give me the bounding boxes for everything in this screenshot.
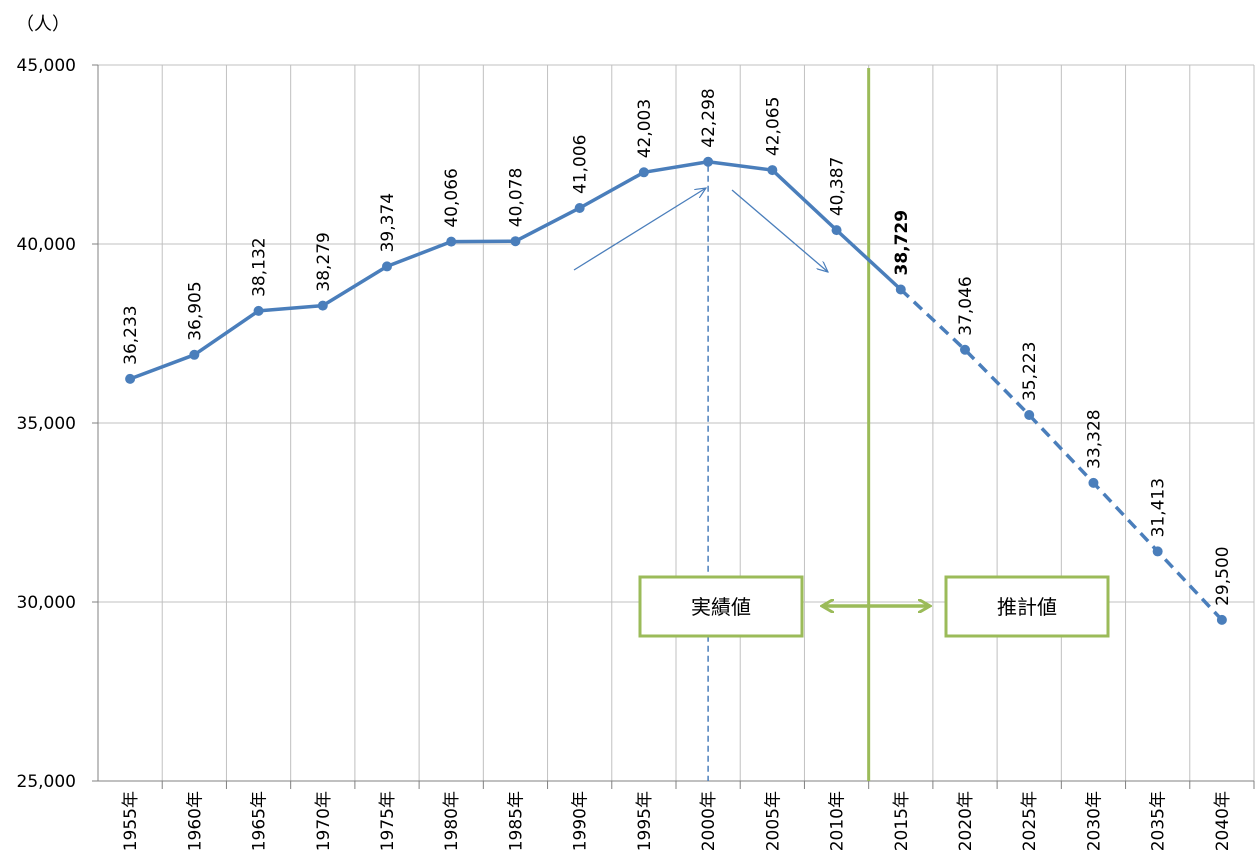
y-tick-label: 30,000 [17, 593, 76, 613]
x-tick-label: 2020年 [956, 791, 976, 851]
data-label: 42,003 [635, 99, 655, 158]
x-tick-label: 1995年 [635, 791, 655, 851]
data-point [1088, 477, 1099, 488]
x-tick-label: 2000年 [699, 791, 719, 851]
data-point [189, 349, 200, 360]
data-point [1152, 546, 1163, 557]
data-point [574, 202, 585, 213]
data-point [703, 156, 714, 167]
data-point [767, 165, 778, 176]
data-point [638, 167, 649, 178]
data-point [1024, 410, 1035, 421]
data-label: 40,066 [442, 168, 462, 227]
x-tick-label: 2035年 [1149, 791, 1169, 851]
data-label: 40,387 [828, 157, 848, 216]
actual-value-box [638, 575, 804, 638]
data-label: 31,413 [1149, 478, 1169, 537]
falling-trend-arrow [731, 189, 828, 272]
data-point [831, 225, 842, 236]
data-label: 35,223 [1020, 342, 1040, 401]
data-label: 42,298 [699, 88, 719, 147]
data-point [510, 236, 521, 247]
data-label: 37,046 [956, 276, 976, 335]
x-tick-label: 2010年 [828, 791, 848, 851]
data-point [382, 261, 392, 272]
data-label: 40,078 [506, 168, 526, 227]
data-label: 38,729 [892, 210, 912, 276]
x-tick-label: 1960年 [185, 791, 205, 851]
data-point [1216, 614, 1227, 625]
series-line-estimated [899, 288, 1224, 622]
data-label: 38,279 [314, 232, 334, 291]
data-label: 33,328 [1084, 409, 1104, 468]
x-tick-label: 2015年 [892, 791, 912, 851]
x-tick-label: 1985年 [506, 791, 526, 851]
y-unit-label: （人） [16, 14, 70, 35]
data-point [317, 300, 328, 311]
data-label: 29,500 [1213, 546, 1233, 605]
estimated-value-label: 推計値 [997, 595, 1057, 619]
x-tick-label: 2030年 [1084, 791, 1104, 851]
data-point [960, 344, 970, 355]
y-tick-label: 45,000 [17, 56, 76, 76]
actual-value-label: 実績値 [691, 595, 751, 619]
rising-trend-arrow [573, 188, 706, 271]
data-point [895, 284, 906, 295]
x-tick-label: 2025年 [1020, 791, 1040, 851]
data-point [446, 236, 457, 247]
x-tick-label: 2040年 [1213, 791, 1233, 851]
data-label: 39,374 [378, 193, 398, 252]
x-tick-label: 1980年 [442, 791, 462, 851]
data-point [125, 373, 136, 384]
x-tick-label: 1965年 [250, 791, 270, 851]
x-tick-label: 1955年 [121, 791, 141, 851]
y-tick-label: 35,000 [17, 414, 76, 434]
x-tick-label: 1990年 [571, 791, 591, 851]
data-label: 38,132 [250, 237, 270, 296]
data-label: 42,065 [763, 97, 783, 156]
data-label: 41,006 [571, 135, 591, 194]
y-tick-label: 25,000 [17, 772, 76, 792]
data-point [253, 305, 264, 316]
x-tick-label: 1975年 [378, 791, 398, 851]
data-label: 36,233 [121, 305, 141, 364]
estimated-value-box [944, 575, 1110, 638]
data-label: 36,905 [185, 281, 205, 340]
y-tick-label: 40,000 [17, 235, 76, 255]
x-tick-label: 1970年 [314, 791, 334, 851]
x-tick-label: 2005年 [763, 791, 783, 851]
